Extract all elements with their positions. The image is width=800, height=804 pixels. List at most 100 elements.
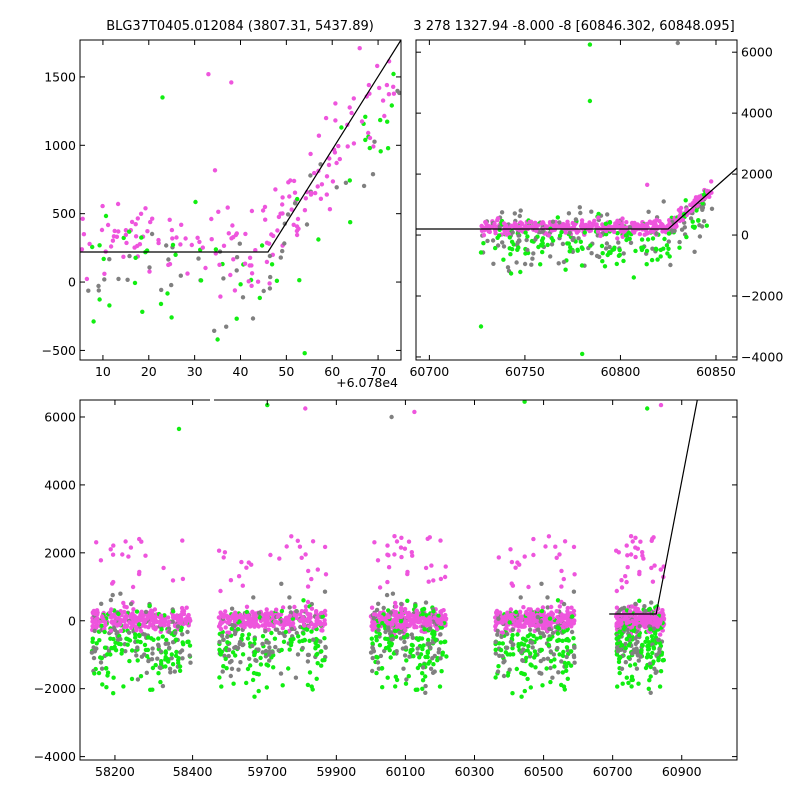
bottom-point (522, 400, 527, 404)
bottom-point (133, 635, 138, 640)
bottom-point (229, 606, 235, 611)
top-left-point (123, 232, 129, 237)
bottom-point (423, 674, 428, 679)
top-right-point (501, 221, 507, 226)
top-left-point (313, 190, 318, 196)
bottom-point (103, 620, 108, 625)
top-right-point (582, 230, 587, 235)
bottom-point (302, 623, 307, 628)
top-right-point (587, 228, 592, 234)
top-right-point (501, 244, 507, 249)
bottom-point (413, 603, 418, 608)
bottom-point (256, 647, 261, 652)
bottom-point (493, 675, 498, 680)
top-left-point (318, 196, 324, 201)
bottom-point (315, 661, 320, 666)
top-left-point (165, 291, 170, 296)
bottom-point (108, 547, 113, 552)
bottom-point (644, 619, 649, 625)
top-right-point (529, 262, 534, 267)
top-right-point (604, 232, 609, 237)
top-right-point (650, 236, 656, 241)
bottom-point (291, 636, 296, 642)
bottom-point (418, 652, 424, 657)
top-left-point (127, 229, 132, 234)
bottom-point (656, 658, 661, 663)
top-right-point (633, 248, 638, 254)
top-left-point (112, 228, 117, 234)
top-left-point (174, 235, 179, 240)
top-left-point (386, 92, 392, 97)
bottom-point (505, 673, 511, 678)
bottom-point (90, 639, 95, 644)
bottom-point (250, 677, 256, 683)
bottom-point (630, 539, 635, 544)
bottom-point (302, 637, 307, 643)
top-right-point (578, 239, 583, 244)
bottom-point (658, 669, 664, 674)
top-left-point (196, 256, 201, 261)
bottom-point (369, 605, 375, 610)
bottom-point (115, 616, 120, 621)
top-left-point (280, 195, 285, 200)
bottom-point (368, 650, 374, 655)
bottom-point (648, 690, 653, 695)
bottom-point (150, 665, 156, 671)
top-right-point (688, 216, 694, 221)
bottom-point (433, 637, 438, 642)
bottom-point (656, 637, 661, 643)
bottom-point (98, 558, 104, 563)
top-right-point (588, 243, 593, 248)
bottom-point (280, 605, 286, 610)
bottom-point (395, 613, 400, 618)
bottom-point (442, 639, 447, 645)
bottom-point (412, 625, 417, 630)
bottom-point (137, 615, 142, 621)
bottom-point (123, 649, 128, 654)
bottom-point (394, 677, 400, 683)
bottom-point (533, 624, 538, 629)
bottom-point (420, 665, 426, 670)
bottom-point (402, 635, 407, 640)
top-right-point (548, 254, 553, 259)
bottom-point (281, 639, 287, 644)
top-left-point (133, 234, 139, 239)
bottom-point (300, 645, 305, 651)
top-left-point (295, 216, 301, 222)
bottom-point (119, 613, 124, 618)
bottom-point (661, 616, 667, 621)
bottom-point (223, 625, 228, 630)
bottom-point (423, 683, 428, 689)
bottom-point (94, 641, 99, 646)
top-left-xtick-label: 70 (370, 364, 386, 379)
bottom-point (239, 636, 244, 641)
bottom-point (175, 614, 181, 620)
top-left-point (347, 178, 352, 183)
top-right-point (507, 235, 512, 240)
bottom-point (125, 637, 131, 642)
top-left-point (114, 234, 120, 239)
bottom-point (505, 631, 510, 637)
top-right-point (602, 264, 608, 269)
bottom-point (135, 645, 140, 650)
bottom-point (571, 618, 576, 623)
bottom-point (420, 646, 425, 652)
top-left-point (218, 294, 223, 299)
top-right-point (596, 211, 601, 217)
bottom-point (148, 622, 153, 628)
bottom-point (248, 663, 253, 668)
bottom-point (640, 642, 645, 648)
bottom-point (239, 559, 244, 565)
top-left-xtick-label: 50 (278, 364, 294, 379)
bottom-point (233, 653, 238, 658)
bottom-point (423, 565, 429, 571)
top-right-point (611, 247, 617, 252)
top-right-point (489, 225, 495, 230)
bottom-point (500, 641, 505, 646)
bottom-point (129, 648, 135, 653)
bottom-point (309, 621, 314, 627)
top-right-point (699, 224, 705, 229)
bottom-point (416, 637, 421, 642)
bottom-point (548, 665, 553, 671)
bottom-xtick-label: 58200 (95, 764, 135, 779)
